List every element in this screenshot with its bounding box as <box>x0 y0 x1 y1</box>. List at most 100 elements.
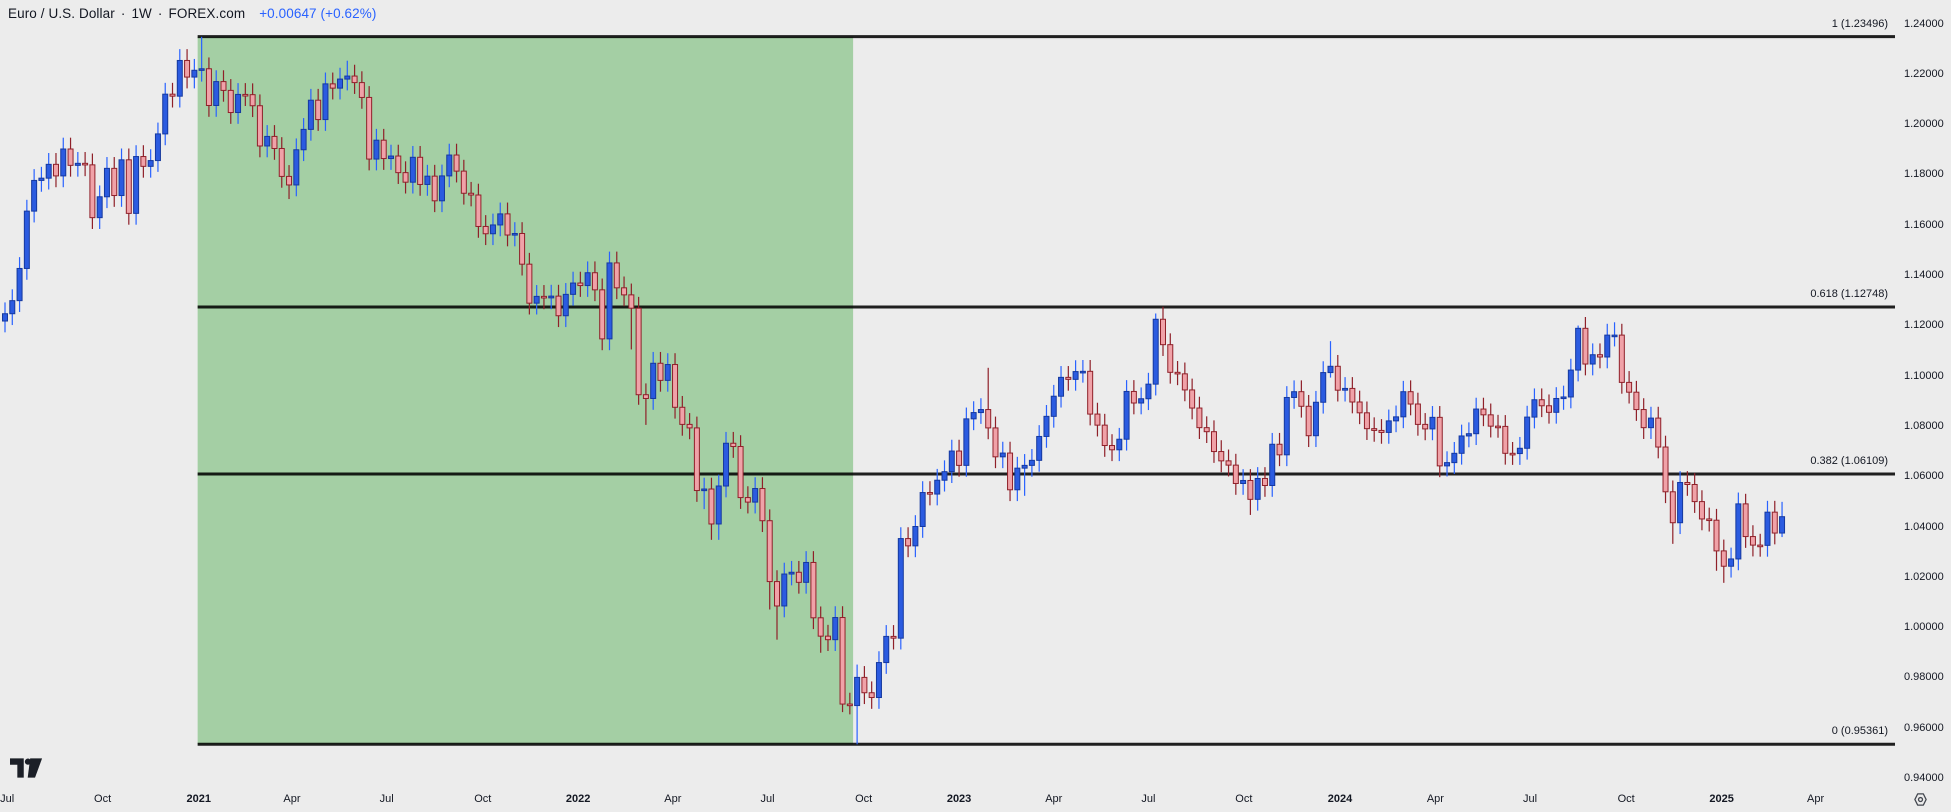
candle-body <box>1174 371 1181 375</box>
candle-body <box>1757 544 1764 548</box>
candle-body <box>1109 445 1116 451</box>
time-axis-label: Apr <box>1045 793 1063 805</box>
symbol-title[interactable]: Euro / U.S. Dollar <box>8 6 115 21</box>
candle-body <box>810 561 817 619</box>
candle-body <box>1473 408 1480 435</box>
candle-body <box>1152 318 1159 385</box>
candle-body <box>395 155 402 174</box>
time-axis-label: 2024 <box>1327 793 1353 805</box>
candle-body <box>300 128 307 151</box>
candle-body <box>147 160 154 167</box>
candle-body <box>788 571 795 575</box>
candle-body <box>1640 409 1647 429</box>
candle-body <box>264 135 271 147</box>
candle-body <box>752 488 759 503</box>
candle-body <box>417 156 424 185</box>
candle-body <box>9 300 16 315</box>
candle-body <box>868 692 875 699</box>
time-axis-label: Apr <box>1426 793 1444 805</box>
candle-body <box>548 295 555 299</box>
candle-body <box>846 703 853 707</box>
candle-body <box>23 210 30 269</box>
price-axis-label: 1.12000 <box>1904 319 1944 332</box>
price-axis-label: 1.04000 <box>1904 520 1944 533</box>
candle-body <box>730 442 737 448</box>
candle-body <box>278 147 285 177</box>
candle-body <box>256 105 263 147</box>
candle-body <box>249 94 256 107</box>
candle-body <box>715 485 722 525</box>
candle-body <box>781 573 788 607</box>
candle-body <box>1495 425 1502 429</box>
candle-body <box>184 59 191 78</box>
candle-body <box>468 192 475 196</box>
candle-body <box>635 307 642 396</box>
candle-body <box>1749 536 1756 546</box>
candle-body <box>1764 511 1771 546</box>
candle-body <box>154 133 161 162</box>
candle-body <box>1779 516 1786 534</box>
candle-body <box>344 75 351 80</box>
candle-body <box>1072 371 1079 380</box>
candle-body <box>628 294 635 309</box>
fib-shaded-region[interactable] <box>197 36 854 745</box>
time-axis-label: Apr <box>664 793 682 805</box>
candle-body <box>701 488 708 492</box>
time-axis-label: Jul <box>379 793 394 805</box>
candle-body <box>387 155 394 160</box>
candle-body <box>96 196 103 219</box>
candle-body <box>1225 460 1232 466</box>
candle-body <box>1094 413 1101 426</box>
candle-body <box>307 99 314 130</box>
candle-body <box>1538 399 1545 407</box>
candle-body <box>1261 477 1268 487</box>
time-axis-label: 2022 <box>565 793 591 805</box>
price-axis-label: 1.20000 <box>1904 118 1944 131</box>
candle-body <box>1167 344 1174 373</box>
time-axis-label: Apr <box>1806 793 1825 805</box>
candle-body <box>664 364 671 381</box>
candle-body <box>693 427 700 492</box>
candle-body <box>759 488 766 522</box>
candle-body <box>1400 391 1407 418</box>
candle-body <box>424 175 431 185</box>
candle-body <box>242 93 249 97</box>
candle-body <box>977 409 984 414</box>
candle-body <box>1451 452 1458 464</box>
axis-settings-gear-icon[interactable] <box>1913 792 1928 807</box>
candle-body <box>686 423 693 429</box>
candle-body <box>926 492 933 495</box>
price-axis-label: 0.96000 <box>1904 721 1944 734</box>
candle-body <box>38 177 45 181</box>
candle-body <box>133 156 140 214</box>
exchange-label[interactable]: FOREX.com <box>168 6 246 21</box>
price-axis-label: 1.02000 <box>1904 570 1944 583</box>
candle-body <box>1058 376 1065 397</box>
candle-body <box>1553 397 1560 413</box>
candle-body <box>1087 370 1094 415</box>
time-axis-label: Apr <box>283 793 301 805</box>
candle-body <box>861 676 868 694</box>
candle-body <box>1363 412 1370 430</box>
candle-body <box>905 538 912 547</box>
candle-wick <box>1024 454 1026 496</box>
candle-body <box>832 617 839 641</box>
candle-body <box>963 418 970 466</box>
candle-body <box>482 225 489 235</box>
candle-wick <box>346 60 348 91</box>
candle-body <box>1567 369 1574 398</box>
candle-body <box>1189 389 1196 409</box>
candle-body <box>1145 383 1152 400</box>
time-axis-label: Oct <box>1235 793 1253 805</box>
fib-level-label: 0 (0.95361) <box>1831 725 1888 738</box>
tradingview-logo-icon[interactable] <box>10 757 43 779</box>
candle-body <box>985 409 992 429</box>
interval-label[interactable]: 1W <box>131 6 152 21</box>
price-axis-label: 1.06000 <box>1904 470 1944 483</box>
candle-body <box>1159 318 1166 346</box>
candle-body <box>1101 424 1108 447</box>
candle-body <box>351 75 358 84</box>
time-axis-label: Oct <box>474 793 492 805</box>
